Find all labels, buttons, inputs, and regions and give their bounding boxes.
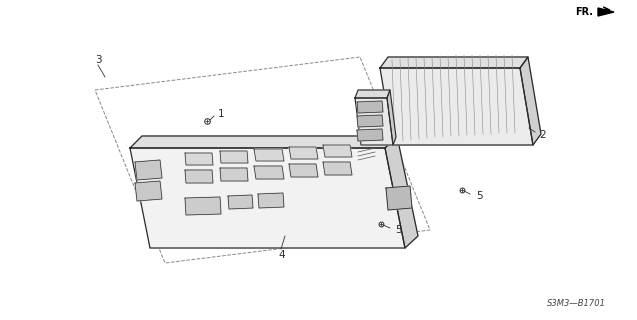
Polygon shape [185, 170, 213, 183]
Text: 5: 5 [395, 225, 401, 235]
Text: FR.: FR. [575, 7, 593, 17]
Polygon shape [355, 98, 393, 145]
Polygon shape [520, 57, 541, 145]
Polygon shape [130, 136, 397, 148]
Polygon shape [323, 162, 352, 175]
Text: 3: 3 [95, 55, 102, 65]
Text: 4: 4 [278, 250, 285, 260]
Polygon shape [289, 164, 318, 177]
Polygon shape [385, 136, 418, 248]
Polygon shape [254, 149, 284, 161]
Polygon shape [220, 168, 248, 181]
Polygon shape [258, 193, 284, 208]
Polygon shape [380, 57, 528, 68]
Polygon shape [387, 90, 396, 145]
Polygon shape [357, 129, 383, 141]
Polygon shape [254, 166, 284, 179]
Polygon shape [220, 151, 248, 163]
Polygon shape [289, 147, 318, 159]
Polygon shape [130, 148, 405, 248]
Polygon shape [386, 186, 412, 210]
Polygon shape [135, 181, 162, 201]
Polygon shape [357, 115, 383, 127]
Text: 2: 2 [539, 130, 546, 140]
Polygon shape [323, 145, 352, 157]
Polygon shape [185, 197, 221, 215]
Polygon shape [380, 68, 533, 145]
Polygon shape [598, 8, 614, 16]
Polygon shape [355, 90, 390, 98]
Polygon shape [228, 195, 253, 209]
Polygon shape [135, 160, 162, 180]
Polygon shape [357, 101, 383, 113]
Polygon shape [185, 153, 213, 165]
Text: 1: 1 [218, 109, 225, 119]
Text: 5: 5 [476, 191, 483, 201]
Text: S3M3—B1701: S3M3—B1701 [547, 300, 606, 308]
